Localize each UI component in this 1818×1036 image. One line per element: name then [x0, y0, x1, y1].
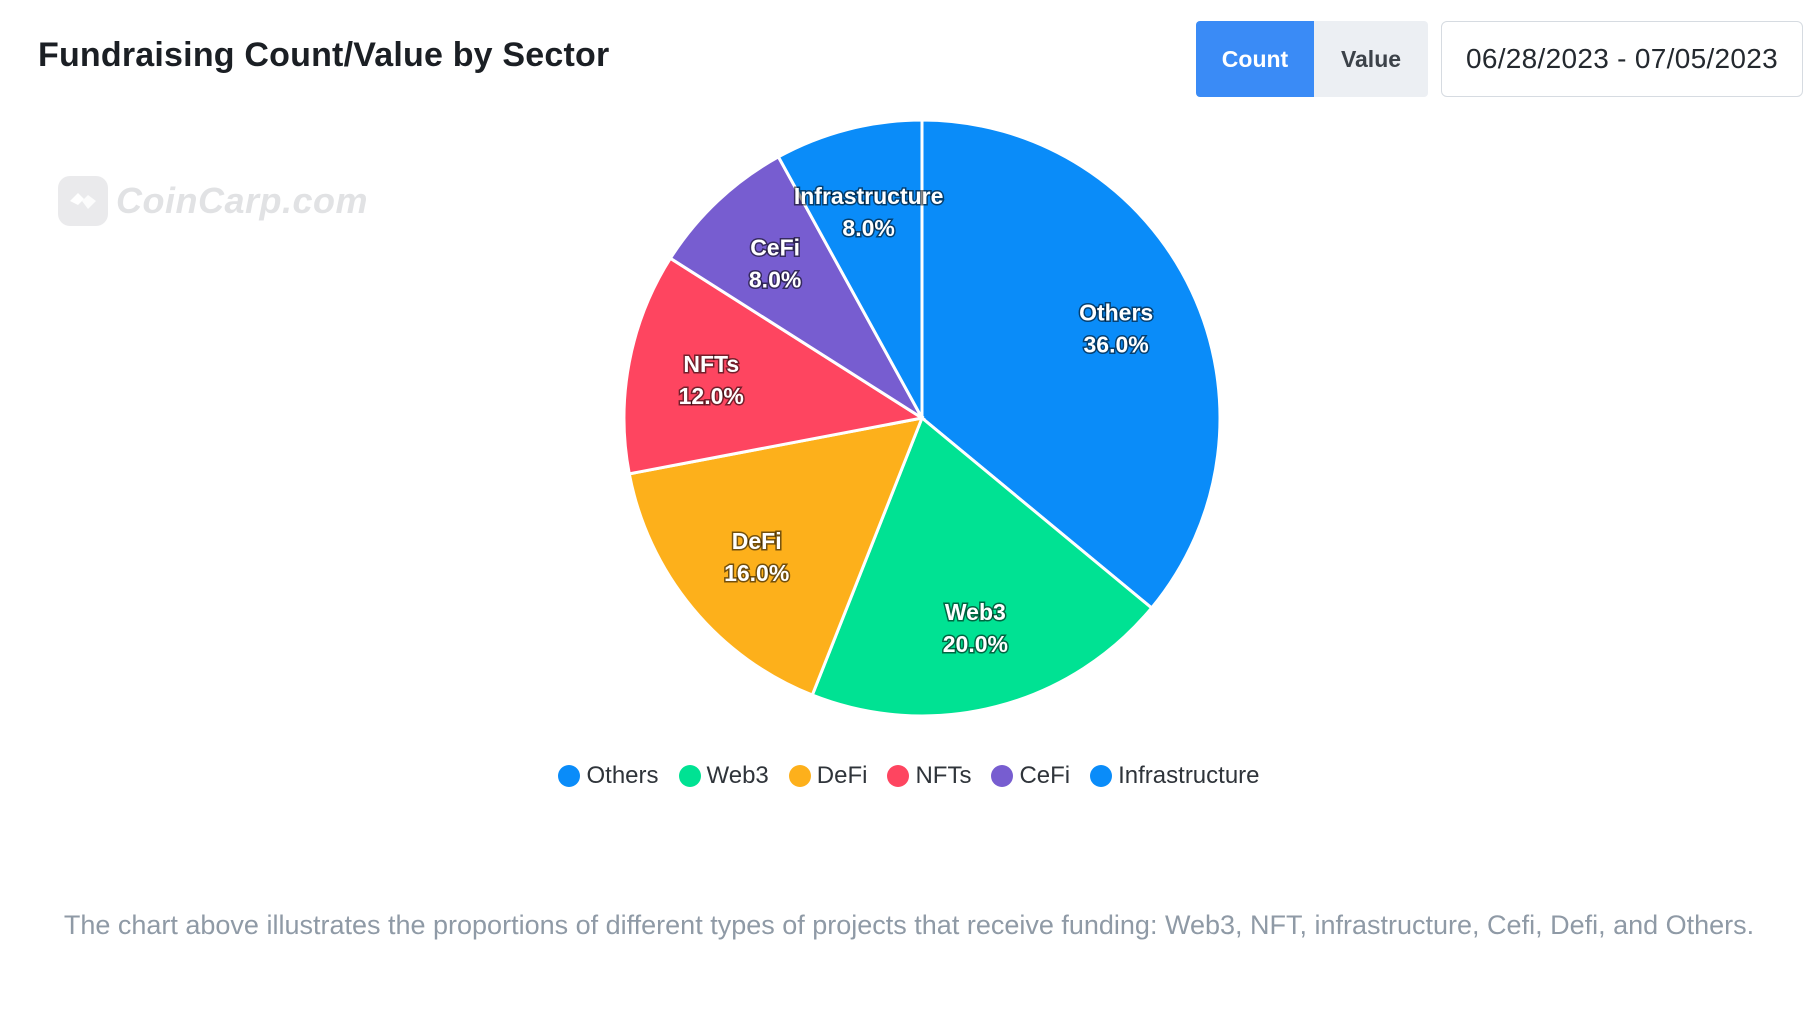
legend-label: Web3 — [706, 762, 769, 789]
slice-label-defi: DeFi — [732, 528, 782, 554]
legend-item-web3[interactable]: Web3 — [678, 762, 769, 790]
date-range-picker[interactable]: 06/28/2023 - 07/05/2023 — [1441, 21, 1803, 97]
legend-label: CeFi — [1019, 762, 1071, 789]
slice-value-cefi: 8.0% — [749, 267, 801, 293]
value-button[interactable]: Value — [1314, 21, 1428, 97]
slice-value-web3: 20.0% — [943, 631, 1008, 657]
slice-value-nfts: 12.0% — [679, 383, 744, 409]
legend-marker — [558, 765, 581, 787]
legend-label: Others — [586, 762, 659, 789]
coincarp-logo-icon — [58, 176, 108, 226]
slice-label-cefi: CeFi — [750, 235, 800, 261]
legend-label: NFTs — [915, 762, 972, 789]
pie-slice-defi[interactable] — [627, 416, 925, 698]
count-button[interactable]: Count — [1196, 21, 1314, 97]
slice-label-nfts: NFTs — [683, 351, 739, 377]
legend-marker — [1090, 765, 1113, 787]
chart-legend: Others Web3 DeFi NFTs CeFi Infrastructure — [0, 762, 1818, 790]
legend-marker — [678, 765, 701, 787]
legend-marker — [788, 765, 811, 787]
watermark: CoinCarp.com — [58, 176, 368, 226]
legend-marker — [887, 765, 910, 787]
pie-slice-others[interactable] — [920, 118, 1222, 611]
page-title: Fundraising Count/Value by Sector — [38, 36, 610, 74]
pie-slice-cefi[interactable] — [668, 154, 924, 420]
legend-item-defi[interactable]: DeFi — [788, 762, 868, 790]
slice-value-others: 36.0% — [1084, 332, 1149, 358]
legend-item-others[interactable]: Others — [558, 762, 659, 790]
slice-label-infrastructure: Infrastructure — [794, 183, 944, 209]
pie-chart: Others 36.0% Web3 20.0% DeFi 16.0% NFTs 12.0% Ce… — [622, 118, 1222, 718]
legend-marker — [991, 765, 1014, 787]
legend-item-infrastructure[interactable]: Infrastructure — [1090, 762, 1260, 790]
slice-label-others: Others — [1079, 300, 1153, 326]
legend-item-cefi[interactable]: CeFi — [991, 762, 1070, 790]
chart-caption: The chart above illustrates the proporti… — [63, 910, 1755, 940]
pie-slice-web3[interactable] — [810, 415, 1154, 718]
count-value-toggle: Count Value — [1196, 21, 1428, 97]
legend-item-nfts[interactable]: NFTs — [887, 762, 971, 790]
watermark-text: CoinCarp.com — [116, 180, 369, 221]
legend-label: Infrastructure — [1118, 762, 1260, 789]
slice-value-infrastructure: 8.0% — [842, 215, 894, 241]
legend-label: DeFi — [816, 762, 868, 789]
pie-slice-nfts[interactable] — [622, 256, 927, 476]
pie-slice-infrastructure[interactable] — [776, 118, 924, 419]
slice-value-defi: 16.0% — [724, 560, 789, 586]
slice-label-web3: Web3 — [945, 599, 1006, 625]
